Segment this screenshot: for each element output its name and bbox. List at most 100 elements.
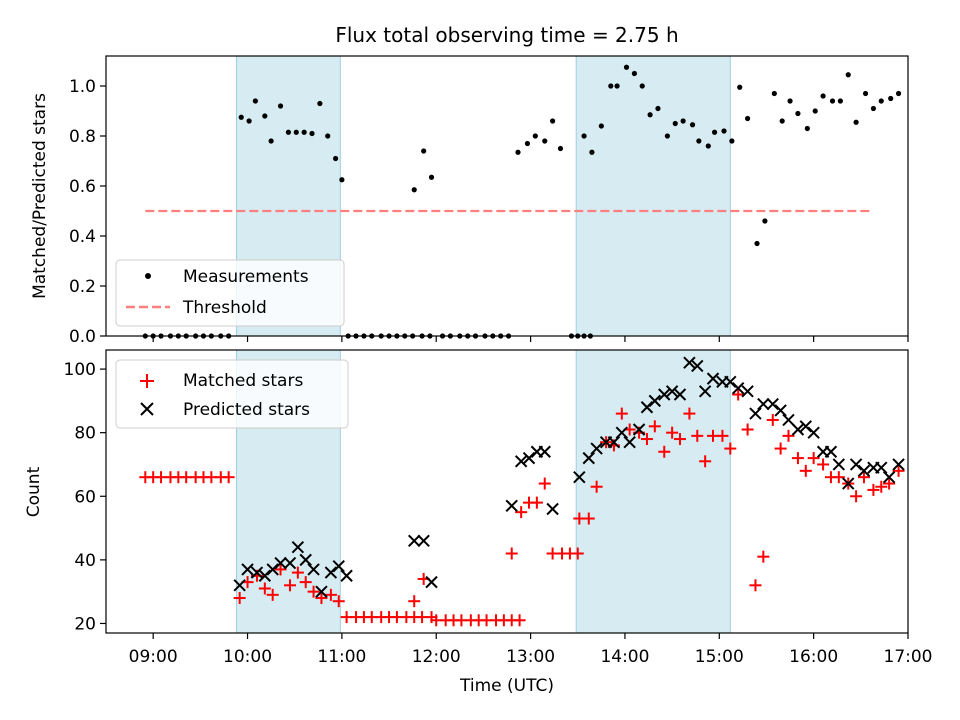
predicted-stars-point-stroke — [340, 569, 353, 582]
predicted-stars-point-stroke — [274, 556, 287, 570]
matched-stars-point — [274, 563, 287, 576]
matched-stars-point — [307, 585, 320, 598]
bottom-panel: 20 40 60 80 100 09:00 10:00 11:00 12:00 13:00 14:… — [24, 349, 933, 696]
predicted-stars-point-stroke — [875, 461, 888, 474]
predicted-stars-point-stroke — [615, 426, 629, 439]
predicted-stars-point — [658, 388, 671, 401]
predicted-stars-point-stroke — [233, 579, 246, 592]
x-tick-label: 10:00 — [223, 647, 272, 667]
measurement-point — [524, 140, 531, 147]
predicted-stars-point-stroke — [573, 470, 586, 484]
predicted-stars-point-stroke — [774, 404, 787, 417]
predicted-stars-point-stroke — [882, 470, 896, 484]
top-measurement-points — [142, 64, 902, 339]
matched-stars-point — [590, 480, 603, 493]
top-legend-box — [115, 259, 345, 327]
predicted-stars-point-stroke — [698, 385, 712, 398]
matched-stars-point — [332, 595, 345, 608]
matched-stars-point — [883, 477, 896, 490]
measurement-point — [277, 103, 284, 109]
predicted-stars-point — [849, 458, 863, 471]
shaded-observing-interval — [575, 349, 731, 634]
predicted-stars-point — [757, 397, 770, 411]
predicted-stars-point-stroke — [731, 381, 745, 395]
predicted-stars-point — [842, 477, 855, 490]
predicted-stars-point — [731, 381, 745, 395]
measurement-point — [845, 72, 851, 78]
matched-stars-point — [324, 588, 337, 601]
predicted-stars-point-stroke — [691, 359, 704, 373]
predicted-stars-point — [824, 445, 838, 458]
predicted-stars-point-stroke — [640, 401, 654, 414]
matched-stars-point — [850, 490, 863, 503]
measurement-point — [614, 83, 620, 89]
predicted-stars-point-stroke — [706, 372, 720, 385]
predicted-stars-point-stroke — [266, 563, 279, 576]
predicted-stars-point-stroke — [766, 397, 779, 411]
matched-stars-point — [408, 595, 421, 608]
measurement-point — [888, 95, 894, 102]
predicted-stars-point-stroke — [250, 566, 264, 579]
x-tick-label: 12:00 — [412, 647, 461, 667]
predicted-stars-point — [640, 401, 654, 414]
predicted-stars-point-stroke — [291, 540, 305, 554]
measurement-point — [771, 90, 777, 97]
measurement-point — [285, 129, 292, 135]
matched-stars-point — [699, 455, 712, 468]
measurement-point — [639, 83, 645, 89]
measurement-point — [705, 143, 711, 149]
matched-stars-point — [673, 433, 686, 446]
matched-stars-point — [782, 429, 795, 442]
predicted-stars-point-stroke — [842, 477, 855, 490]
predicted-stars-point — [233, 579, 246, 592]
matched-stars-point — [648, 420, 661, 433]
matched-stars-point — [799, 464, 812, 477]
predicted-stars-point — [698, 385, 712, 398]
bottom-legend: Matched stars Predicted stars — [115, 359, 349, 429]
x-tick-label: 13:00 — [506, 647, 555, 667]
predicted-stars-point — [799, 420, 812, 433]
matched-stars-point — [757, 550, 770, 563]
measurement-point — [812, 108, 818, 114]
predicted-stars-point — [683, 356, 696, 369]
predicted-stars-point-stroke — [299, 553, 312, 567]
predicted-stars-point — [266, 563, 279, 576]
predicted-stars-point-stroke — [807, 426, 820, 439]
legend-measurements-label: Measurements — [183, 267, 309, 287]
y-tick-label: 0.4 — [69, 227, 96, 247]
top-plot-frame — [105, 55, 909, 337]
predicted-stars-point — [332, 560, 345, 573]
measurement-point — [647, 112, 653, 118]
predicted-stars-point-stroke — [724, 375, 737, 389]
measurement-point — [672, 120, 678, 127]
y-tick-label: 0.8 — [69, 127, 96, 147]
predicted-stars-point-stroke — [791, 423, 805, 436]
bottom-plot-frame — [105, 349, 909, 634]
y-tick-label: 0.6 — [69, 177, 96, 197]
matched-stars-point — [582, 512, 595, 525]
predicted-stars-point — [340, 569, 353, 582]
measurement-point — [631, 70, 637, 77]
legend-matched-marker — [140, 374, 154, 388]
predicted-stars-point — [291, 540, 305, 554]
y-tick-label: 60 — [74, 487, 96, 507]
y-tick-label: 0.0 — [69, 327, 96, 347]
predicted-stars-point — [882, 470, 896, 484]
predicted-stars-point-stroke — [514, 455, 528, 468]
legend-matched-label: Matched stars — [183, 371, 303, 391]
measurement-point — [252, 98, 258, 104]
predicted-stars-point — [892, 458, 905, 471]
top-legend: Measurements Threshold — [115, 259, 345, 327]
measurement-point — [689, 122, 696, 128]
x-tick-label: 15:00 — [695, 647, 744, 667]
matched-stars-point — [832, 471, 845, 484]
predicted-stars-point-stroke — [892, 458, 905, 471]
predicted-stars-point-stroke — [315, 585, 328, 598]
predicted-stars-point — [632, 423, 646, 436]
matched-stars-point — [515, 506, 528, 519]
x-tick-label: 16:00 — [789, 647, 838, 667]
predicted-stars-point — [691, 359, 704, 373]
predicted-stars-point-stroke — [648, 394, 662, 408]
measurement-point — [598, 123, 604, 129]
measurement-point — [745, 115, 751, 122]
